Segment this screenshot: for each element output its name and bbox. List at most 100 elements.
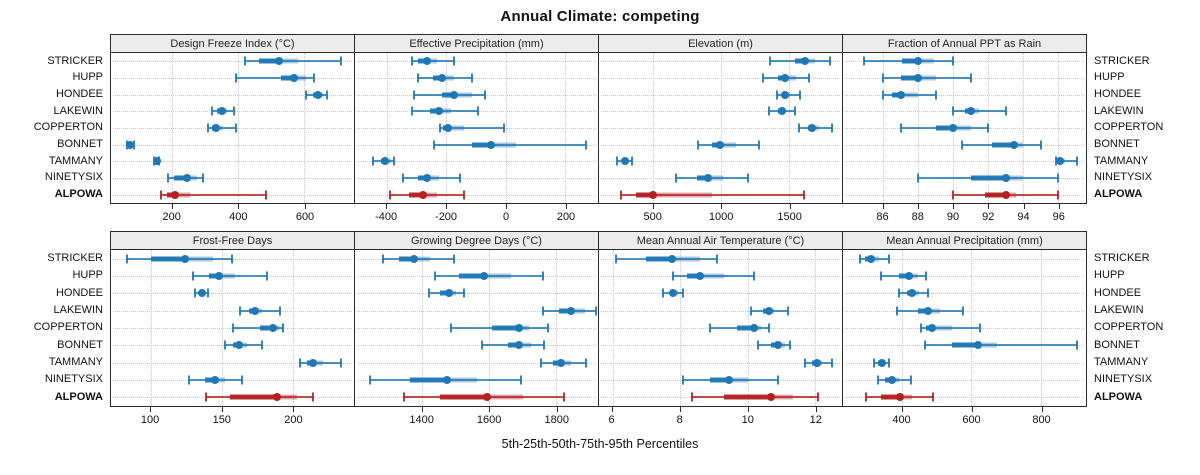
station-label: ALPOWA xyxy=(1094,188,1143,201)
whisker-cap-high xyxy=(476,106,479,116)
whisker-cap-high xyxy=(339,56,342,66)
whisker-cap-low xyxy=(239,306,242,316)
axis-tick xyxy=(815,407,817,412)
whisker-cap-high xyxy=(927,288,930,298)
interquartile-band-upper xyxy=(278,58,299,64)
axis-tick-label: 600 xyxy=(962,414,981,426)
strip-spacer xyxy=(0,231,110,250)
horizontal-gridline xyxy=(601,362,840,364)
interquartile-band-lower xyxy=(167,192,176,198)
panel-strip-title: Design Freeze Index (°C) xyxy=(110,34,355,53)
whisker-cap-low xyxy=(232,323,235,333)
whisker-line xyxy=(160,193,267,196)
whisker-cap-low xyxy=(369,375,372,385)
station-label: COPPERTON xyxy=(33,121,103,134)
horizontal-gridline xyxy=(845,293,1084,295)
interquartile-band-upper xyxy=(900,92,919,98)
horizontal-gridline xyxy=(601,161,840,163)
interquartile-band-lower xyxy=(507,342,520,348)
whisker-cap-low xyxy=(540,358,543,368)
interquartile-band-lower xyxy=(150,256,185,262)
whisker-cap-low xyxy=(749,306,752,316)
whisker-cap-low xyxy=(682,375,685,385)
median-dot xyxy=(908,289,917,298)
median-dot xyxy=(449,90,458,99)
interquartile-band-upper xyxy=(519,342,531,348)
interquartile-band-upper xyxy=(918,75,936,81)
median-dot xyxy=(422,57,431,66)
x-axis: 86 88 90 92 94 96 xyxy=(842,204,1087,228)
axis-tick-label: 800 xyxy=(1032,414,1051,426)
whisker-cap-low xyxy=(952,190,955,200)
median-dot xyxy=(914,74,923,82)
median-dot xyxy=(896,90,905,99)
interquartile-band-lower xyxy=(737,325,755,331)
interquartile-band-lower xyxy=(429,108,439,114)
whisker-cap-high xyxy=(716,254,719,264)
axis-tick xyxy=(988,204,990,209)
station-label: STRICKER xyxy=(1094,54,1150,67)
horizontal-gridline xyxy=(113,144,352,146)
median-dot xyxy=(268,324,277,332)
interquartile-band-lower xyxy=(881,394,901,400)
interquartile-band-lower xyxy=(970,175,1006,181)
interquartile-band-upper xyxy=(953,125,971,131)
whisker-cap-high xyxy=(340,358,343,368)
horizontal-gridline xyxy=(601,94,840,96)
median-dot xyxy=(480,272,489,280)
whisker-cap-low xyxy=(899,123,902,133)
whisker-line xyxy=(924,344,1078,347)
whisker-cap-low xyxy=(412,90,415,100)
whisker-cap-high xyxy=(266,271,269,281)
whisker-cap-low xyxy=(895,306,898,316)
whisker-cap-high xyxy=(828,56,831,66)
interquartile-band-lower xyxy=(900,75,919,81)
axis-tick-label: 1000 xyxy=(708,211,734,223)
whisker-cap-high xyxy=(934,90,937,100)
whisker-line xyxy=(434,143,587,146)
panel-mean-annual-precipitation-mm: Mean Annual Precipitation (mm) 400 600 800 xyxy=(842,231,1087,431)
horizontal-gridline xyxy=(845,61,1084,63)
whisker-cap-high xyxy=(541,271,544,281)
interquartile-band-upper xyxy=(1005,175,1024,181)
whisker-cap-high xyxy=(281,323,284,333)
whisker-cap-low xyxy=(882,73,885,83)
whisker-cap-high xyxy=(817,392,820,402)
interquartile-band-upper xyxy=(447,377,478,383)
interquartile-band-lower xyxy=(492,325,520,331)
axis-tick xyxy=(679,407,681,412)
interquartile-band-upper xyxy=(784,75,796,81)
whisker-cap-high xyxy=(1057,190,1060,200)
whisker-line xyxy=(412,110,478,113)
axis-tick xyxy=(917,204,919,209)
whisker-cap-high xyxy=(585,140,588,150)
median-dot xyxy=(1001,190,1010,199)
station-label: TAMMANY xyxy=(48,356,103,369)
interquartile-band-upper xyxy=(175,192,191,198)
horizontal-gridline xyxy=(845,397,1084,399)
panel-elevation-m: Elevation (m) 500 1000 1500 xyxy=(598,34,843,228)
median-dot xyxy=(649,190,658,199)
station-label: BONNET xyxy=(1094,338,1140,351)
whisker-line xyxy=(224,344,262,347)
whisker-cap-low xyxy=(767,106,770,116)
station-label: HONDEE xyxy=(1094,286,1142,299)
interquartile-band-lower xyxy=(917,308,929,314)
axis-tick xyxy=(1058,204,1060,209)
station-label: HUPP xyxy=(1094,269,1125,282)
axis-tick xyxy=(882,204,884,209)
station-label: HUPP xyxy=(72,71,103,84)
horizontal-gridline xyxy=(601,345,840,347)
whisker-cap-low xyxy=(125,254,128,264)
interquartile-band-lower xyxy=(991,142,1015,148)
page-title: Annual Climate: competing xyxy=(500,8,700,25)
interquartile-band-upper xyxy=(214,377,225,383)
axis-tick-label: 1400 xyxy=(409,414,434,426)
whisker-cap-low xyxy=(402,173,405,183)
axis-tick-label: 8 xyxy=(676,414,683,426)
whisker-cap-low xyxy=(188,375,191,385)
median-dot xyxy=(153,157,162,166)
median-dot xyxy=(800,57,809,66)
axis-tick-label: 200 xyxy=(284,414,303,426)
interquartile-band-lower xyxy=(984,192,1006,198)
